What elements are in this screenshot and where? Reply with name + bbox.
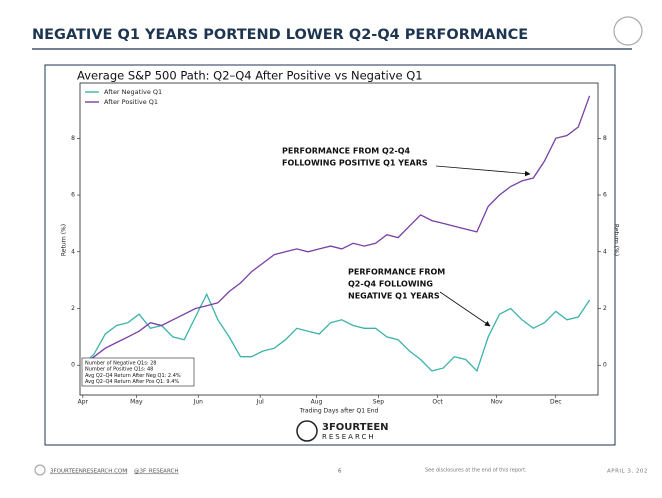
logo-icon (296, 420, 318, 442)
logo-name: 3FOURTEEN (322, 422, 389, 433)
y2-tick-label: 2 (603, 305, 607, 312)
x-tick-label: Sep (373, 399, 385, 406)
y2-tick-label: 4 (603, 248, 607, 255)
header-logo (613, 16, 643, 46)
y-tick-label: 4 (71, 248, 75, 255)
footer-divider: | (126, 469, 128, 475)
annotation-text: PERFORMANCE FROM Q2-Q4 (282, 147, 411, 156)
legend-label: After Negative Q1 (104, 88, 162, 96)
series-line (82, 292, 591, 373)
legend-label: After Positive Q1 (104, 98, 158, 106)
y2-tick-label: 0 (603, 362, 607, 369)
annotation-text: FOLLOWING POSITIVE Q1 YEARS (282, 159, 428, 168)
footer-website[interactable]: 3FOURTEENRESEARCH.COM (50, 469, 127, 475)
stats-text: Avg Q2–Q4 Return After Neg Q1: 2.4% (85, 373, 181, 379)
x-tick-label: Apr (78, 399, 89, 406)
footer-page: 6 (338, 469, 342, 475)
y-tick-label: 6 (71, 192, 75, 199)
chart-title: Average S&P 500 Path: Q2–Q4 After Positi… (77, 69, 423, 83)
stats-box (81, 357, 195, 387)
stats-text: Number of Positive Q1s: 48 (85, 367, 153, 373)
y-tick-label: 0 (71, 362, 75, 369)
footer-date: APRIL 3, 202 (607, 469, 648, 475)
footer-disclaimer: See disclosures at the end of this repor… (425, 468, 527, 474)
logo-sub: RESEARCH (322, 433, 376, 441)
annotation-text: NEGATIVE Q1 YEARS (348, 292, 440, 301)
y2-axis-label: Return (%) (613, 224, 620, 256)
x-tick-label: Jul (256, 399, 265, 406)
annotation-text: Q2-Q4 FOLLOWING (348, 280, 433, 289)
x-tick-label: Oct (432, 399, 443, 406)
x-tick-label: Dec (550, 399, 562, 406)
annotation-text: PERFORMANCE FROM (348, 268, 445, 277)
y2-tick-label: 6 (603, 192, 607, 199)
x-tick-label: Aug (311, 399, 323, 406)
y-axis-label: Return (%) (61, 224, 68, 256)
plot-area (79, 82, 599, 396)
y2-tick-label: 8 (603, 135, 607, 142)
stats-text: Number of Negative Q1s: 28 (85, 361, 156, 367)
stats-text: Avg Q2–Q4 Return After Pos Q1: 9.4% (85, 379, 179, 385)
x-tick-label: Nov (491, 399, 503, 406)
x-axis-label: Trading Days after Q1 End (299, 408, 379, 415)
y-tick-label: 8 (71, 135, 75, 142)
x-tick-label: Jun (193, 399, 204, 406)
x-tick-label: May (130, 399, 143, 406)
y-tick-label: 2 (71, 305, 75, 312)
chart-frame (44, 64, 616, 446)
series-line (82, 95, 591, 366)
page-title: NEGATIVE Q1 YEARS PORTEND LOWER Q2-Q4 PE… (32, 27, 528, 43)
annotation-arrow (435, 165, 531, 177)
footer-handle[interactable]: @3F_RESEARCH (134, 469, 178, 475)
annotation-arrow (439, 291, 491, 327)
footer-icon (34, 464, 46, 476)
